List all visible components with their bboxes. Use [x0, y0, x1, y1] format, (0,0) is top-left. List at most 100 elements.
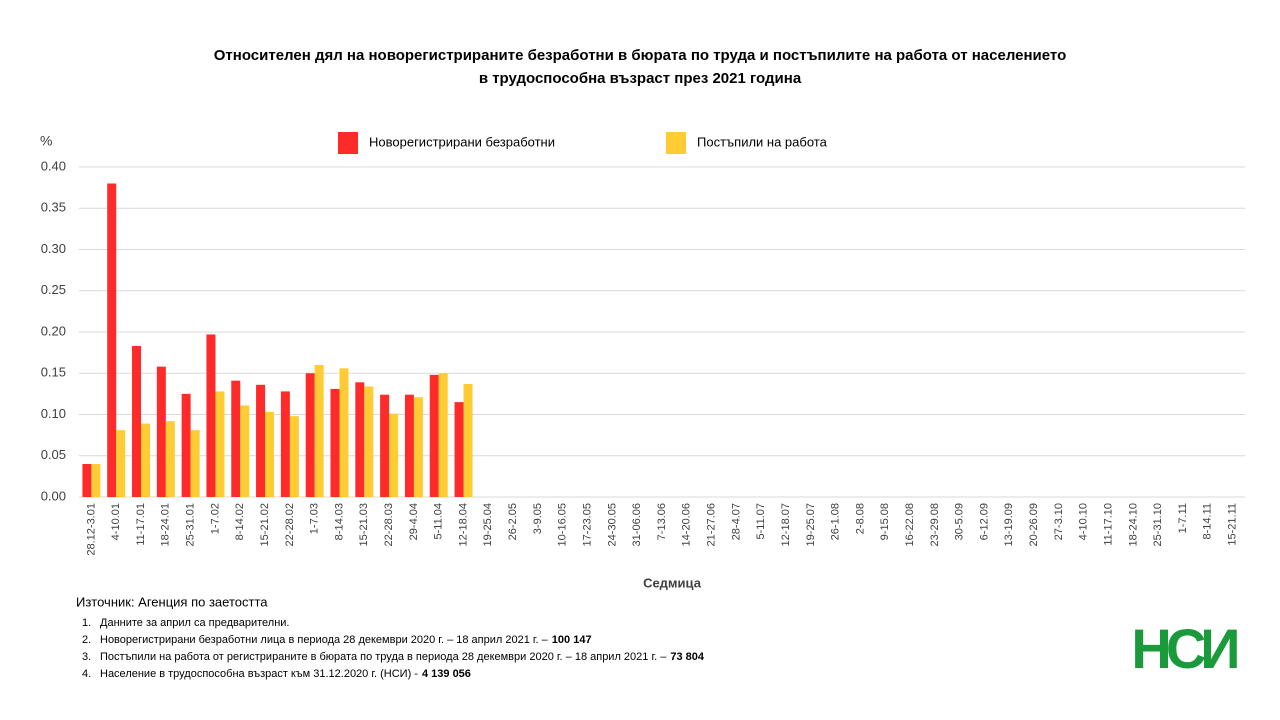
- y-tick-label: 0.20: [41, 323, 66, 338]
- bar: [141, 423, 151, 497]
- x-tick-label: 11-17.10: [1102, 503, 1114, 546]
- bar: [364, 386, 374, 497]
- y-tick-label: 0.30: [41, 241, 66, 256]
- y-tick-label: 0.35: [41, 200, 66, 215]
- bar: [132, 346, 142, 497]
- x-tick-label: 2-8.08: [854, 503, 866, 534]
- x-tick-label: 22-28.03: [383, 503, 395, 546]
- x-tick-label: 5-11.04: [433, 503, 445, 540]
- bar: [240, 405, 250, 497]
- bar: [289, 416, 299, 497]
- note-number: 4.: [82, 668, 91, 680]
- x-tick-label: 21-27.06: [706, 503, 718, 546]
- x-tick-label: 10-16.05: [557, 503, 569, 546]
- logo: НСИ: [1131, 617, 1243, 680]
- y-tick-label: 0.00: [41, 488, 66, 503]
- y-tick-label: 0.15: [41, 365, 66, 380]
- bar: [429, 374, 439, 497]
- x-tick-label: 26-2.05: [507, 503, 519, 540]
- bar: [305, 373, 315, 497]
- legend-label: Постъпили на работа: [697, 134, 828, 149]
- x-tick-label: 8-14.11: [1202, 503, 1214, 540]
- y-tick-label: 0.05: [41, 447, 66, 462]
- x-tick-label: 15-21.03: [358, 503, 370, 546]
- bar: [116, 430, 126, 497]
- x-tick-label: 18-24.10: [1127, 503, 1139, 546]
- x-tick-label: 19-25.04: [482, 503, 494, 546]
- x-tick-label: 8-14.02: [234, 503, 246, 540]
- x-tick-label: 14-20.06: [681, 503, 693, 546]
- bar: [389, 413, 399, 497]
- chart-title: в трудоспособна възраст през 2021 година: [479, 70, 802, 87]
- bar: [265, 412, 275, 497]
- x-tick-label: 13-19.09: [1003, 503, 1015, 546]
- x-tick-label: 15-21.02: [259, 503, 271, 546]
- y-tick-label: 0.10: [41, 406, 66, 421]
- bar: [280, 391, 290, 497]
- y-unit: %: [40, 133, 52, 149]
- x-tick-label: 18-24.01: [160, 503, 172, 546]
- x-tick-label: 26-1.08: [830, 503, 842, 540]
- bar: [339, 368, 349, 497]
- x-tick-label: 29-4.04: [408, 503, 420, 540]
- bar: [215, 391, 225, 497]
- bar: [355, 382, 365, 497]
- note-text: Данните за април са предварителни.: [100, 617, 289, 629]
- bar: [404, 394, 414, 497]
- bar: [380, 394, 390, 497]
- bar: [206, 334, 216, 497]
- note-value: 100 147: [552, 634, 592, 646]
- note-text: Новорегистрирани безработни лица в перио…: [100, 634, 592, 646]
- bar: [190, 430, 200, 497]
- x-tick-label: 22-28.02: [284, 503, 296, 546]
- note-number: 2.: [82, 634, 91, 646]
- x-tick-label: 30-5.09: [954, 503, 966, 540]
- y-tick-label: 0.40: [41, 158, 66, 173]
- note-body: Данните за април са предварителни.: [100, 617, 289, 629]
- x-tick-label: 16-22.08: [904, 503, 916, 546]
- x-tick-label: 11-17.01: [135, 503, 147, 546]
- legend-swatch: [338, 132, 358, 154]
- y-tick-label: 0.25: [41, 282, 66, 297]
- x-tick-label: 8-14.03: [333, 503, 345, 540]
- note-body: Население в трудоспособна възраст към 31…: [100, 668, 418, 680]
- x-tick-label: 20-26.09: [1028, 503, 1040, 546]
- x-tick-label: 28-4.07: [730, 503, 742, 540]
- x-tick-label: 24-30.05: [606, 503, 618, 546]
- bar: [231, 380, 241, 497]
- x-tick-label: 19-25.07: [805, 503, 817, 546]
- bar: [91, 464, 101, 497]
- x-tick-label: 4-10.01: [110, 503, 122, 540]
- note-body: Постъпили на работа от регистрираните в …: [100, 651, 667, 663]
- x-tick-label: 6-12.09: [978, 503, 990, 540]
- bar: [82, 464, 92, 497]
- x-tick-label: 1-7.11: [1177, 503, 1189, 533]
- x-tick-label: 7-13.06: [656, 503, 668, 540]
- x-tick-label: 28.12-3.01: [85, 503, 97, 556]
- bar: [181, 393, 191, 497]
- source: Източник: Агенция по заетостта: [76, 594, 268, 609]
- x-tick-label: 12-18.04: [457, 503, 469, 546]
- x-axis-label: Седмица: [643, 575, 702, 590]
- bar: [413, 397, 423, 497]
- x-tick-label: 1-7.02: [209, 503, 221, 534]
- bar: [330, 388, 340, 497]
- note-value: 73 804: [670, 651, 705, 663]
- legend-swatch: [666, 132, 686, 154]
- note-text: Постъпили на работа от регистрираните в …: [100, 651, 705, 663]
- x-tick-label: 25-31.01: [185, 503, 197, 546]
- x-tick-label: 9-15.08: [879, 503, 891, 540]
- note-number: 1.: [82, 617, 91, 629]
- x-tick-label: 31-06.06: [631, 503, 643, 546]
- bar: [156, 366, 166, 497]
- bar: [107, 183, 117, 497]
- note-number: 3.: [82, 651, 91, 663]
- bar: [256, 384, 266, 497]
- x-tick-label: 12-18.07: [780, 503, 792, 546]
- x-tick-label: 4-10.10: [1078, 503, 1090, 540]
- chart-title: Относителен дял на новорегистрираните бе…: [214, 47, 1066, 64]
- x-tick-label: 17-23.05: [581, 503, 593, 546]
- note-value: 4 139 056: [422, 668, 471, 680]
- x-tick-label: 25-31.10: [1152, 503, 1164, 546]
